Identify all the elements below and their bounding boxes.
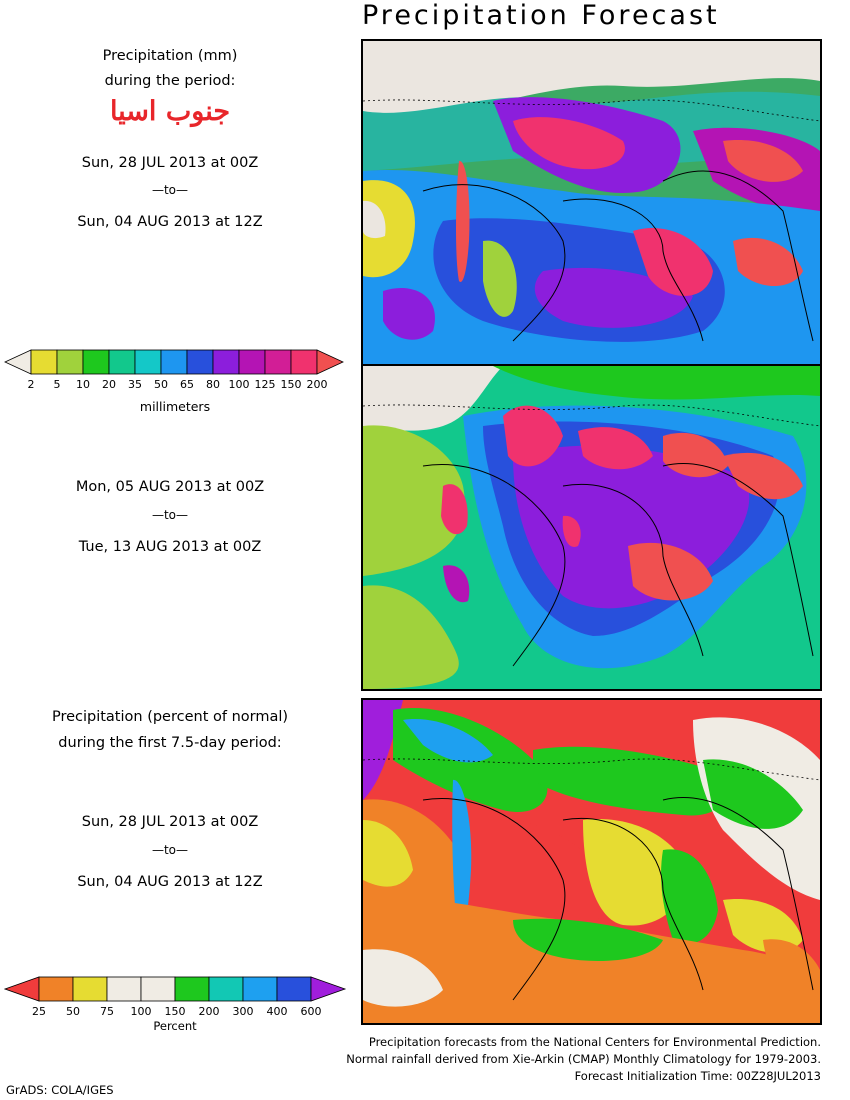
colorbar-tick-label: 25 [32, 1005, 46, 1018]
colorbar-tick-label: 75 [100, 1005, 114, 1018]
map-panel-week1 [361, 39, 822, 366]
colorbar-segment [82, 349, 110, 375]
colorbar-tick-label: 300 [232, 1005, 254, 1018]
anomaly-end: Sun, 04 AUG 2013 at 12Z [77, 874, 263, 890]
colorbar-segment [264, 349, 292, 375]
colorbar-mm [4, 349, 344, 375]
software-credit: GrADS: COLA/IGES [6, 1083, 114, 1097]
colorbar-arrow-low [4, 349, 32, 375]
colorbar-mm-ticks: 2 5 10 20 35 50 65 80 100 125 150 200 [0, 378, 350, 392]
credits-line-1: Precipitation forecasts from the Nationa… [368, 1035, 821, 1049]
anomaly-line-1: Precipitation (percent of normal) [51, 709, 289, 725]
colorbar-tick-label: 80 [206, 378, 220, 391]
period2-end: Tue, 13 AUG 2013 at 00Z [78, 539, 262, 555]
colorbar-percent-ticks: 25 50 75 100 150 200 300 400 600 [0, 1005, 350, 1019]
map-panel-percent-normal [361, 698, 822, 1025]
period1-end: Sun, 04 AUG 2013 at 12Z [77, 214, 263, 230]
period2-start: Mon, 05 AUG 2013 at 00Z [75, 479, 265, 495]
colorbar-mm-unit: millimeters [139, 399, 211, 414]
header-line-2: during the period: [104, 73, 236, 89]
colorbar-segment [140, 976, 176, 1002]
map-panel-week2 [361, 364, 822, 691]
credits: Precipitation forecasts from the Nationa… [346, 1034, 821, 1085]
colorbar-segment [38, 976, 74, 1002]
period1-start: Sun, 28 JUL 2013 at 00Z [81, 155, 259, 171]
colorbar-tick-label: 65 [180, 378, 194, 391]
colorbar-segment [174, 976, 210, 1002]
colorbar-tick-label: 150 [280, 378, 302, 391]
colorbar-tick-label: 35 [128, 378, 142, 391]
colorbar-segment [106, 976, 142, 1002]
colorbar-tick-label: 600 [300, 1005, 322, 1018]
colorbar-segment [242, 976, 278, 1002]
colorbar-tick-label: 100 [228, 378, 250, 391]
credits-line-3: Forecast Initialization Time: 00Z28JUL20… [574, 1069, 821, 1083]
colorbar-arrow-high [310, 976, 347, 1002]
colorbar-segment [72, 976, 108, 1002]
page-title: Precipitation Forecast [362, 0, 720, 31]
colorbar-segment [208, 976, 244, 1002]
colorbar-segment [212, 349, 240, 375]
colorbar-tick-label: 20 [102, 378, 116, 391]
colorbar-tick-label: 100 [130, 1005, 152, 1018]
region-name: جنوب اسيا [109, 96, 231, 127]
colorbar-percent-unit: Percent [153, 1019, 197, 1033]
anomaly-to: —to— [151, 843, 189, 857]
colorbar-tick-label: 200 [306, 378, 328, 391]
colorbar-tick-label: 50 [154, 378, 168, 391]
colorbar-segment [238, 349, 266, 375]
colorbar-segment [160, 349, 188, 375]
colorbar-percent [4, 976, 347, 1002]
colorbar-tick-label: 200 [198, 1005, 220, 1018]
colorbar-segment [30, 349, 58, 375]
anomaly-start: Sun, 28 JUL 2013 at 00Z [81, 814, 259, 830]
anomaly-line-2: during the first 7.5-day period: [58, 735, 282, 751]
colorbar-tick-label: 400 [266, 1005, 288, 1018]
colorbar-tick-label: 2 [27, 378, 35, 391]
colorbar-tick-label: 10 [76, 378, 90, 391]
colorbar-segment [134, 349, 162, 375]
colorbar-tick-label: 125 [254, 378, 276, 391]
period1-to: —to— [151, 183, 189, 197]
colorbar-segment [290, 349, 318, 375]
period2-to: —to— [151, 508, 189, 522]
credits-line-2: Normal rainfall derived from Xie-Arkin (… [346, 1052, 821, 1066]
colorbar-arrow-high [316, 349, 344, 375]
colorbar-tick-label: 150 [164, 1005, 186, 1018]
colorbar-segment [56, 349, 84, 375]
colorbar-arrow-low [4, 976, 40, 1002]
colorbar-segment [276, 976, 312, 1002]
header-line-1: Precipitation (mm) [102, 48, 238, 64]
colorbar-segment [108, 349, 136, 375]
colorbar-segment [186, 349, 214, 375]
colorbar-tick-label: 5 [53, 378, 61, 391]
colorbar-tick-label: 50 [66, 1005, 80, 1018]
